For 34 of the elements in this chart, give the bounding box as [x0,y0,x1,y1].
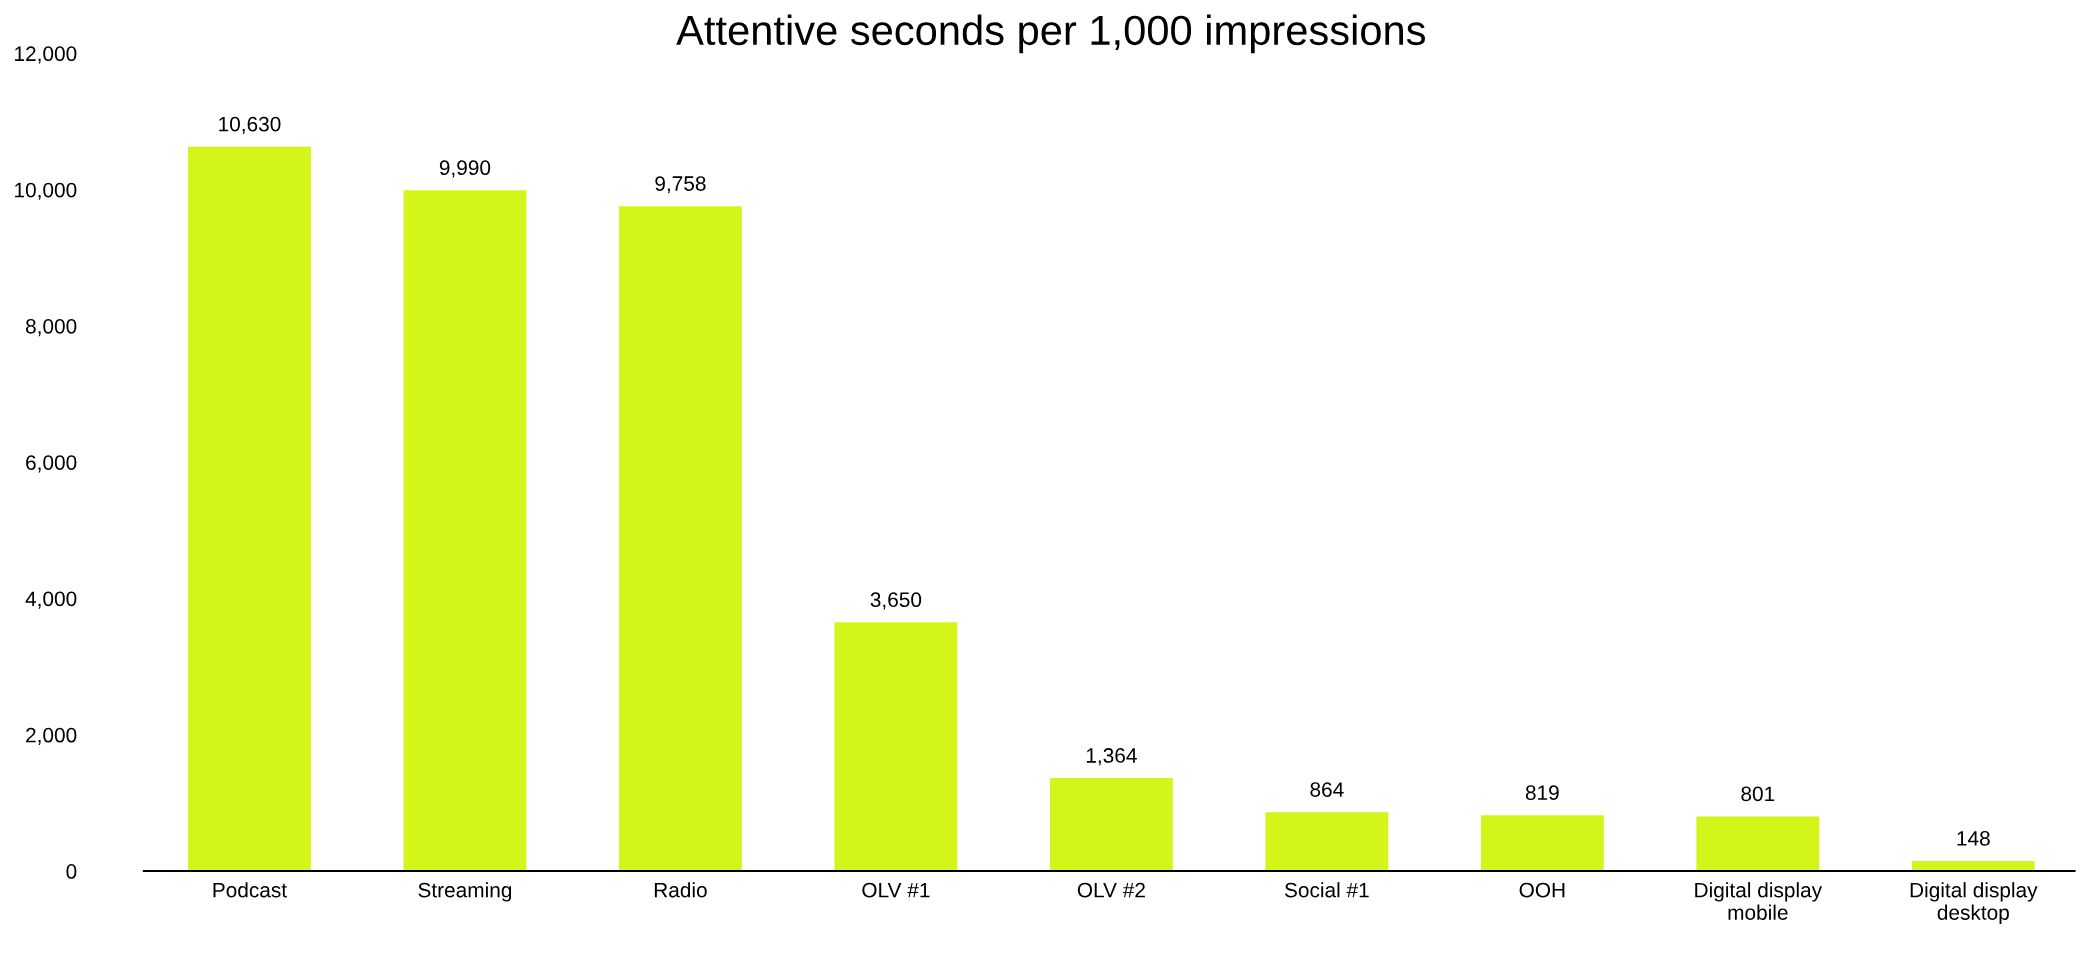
y-tick-label: 4,000 [25,591,77,609]
data-label: 864 [1310,782,1344,797]
data-label: 9,990 [439,160,491,178]
x-tick-label: Podcast [213,882,287,898]
bar [1696,816,1820,872]
data-label: 148 [1957,830,1990,846]
data-label: 10,630 [219,116,281,134]
y-tick-label: 10,000 [15,182,77,200]
y-tick-label: 2,000 [26,727,77,745]
data-label: 3,650 [870,592,922,610]
bar [834,622,958,872]
y-tick-label: 12,000 [15,46,77,64]
bar [1049,778,1173,872]
y-tick-label: 0 [66,864,77,879]
data-label: 1,364 [1086,748,1137,766]
bar [619,206,742,872]
data-label: 801 [1741,786,1775,802]
x-tick-label: OLV #2 [1077,882,1145,898]
bar [1480,815,1604,872]
x-tick-label: Streaming [418,882,512,902]
y-tick-label: 6,000 [26,455,77,473]
x-tick-label: Digital display desktop [1910,882,2038,925]
y-tick-label: 8,000 [25,318,77,337]
x-tick-label: Social #1 [1284,882,1369,898]
x-tick-label: OOH [1519,882,1565,898]
data-label: 9,758 [655,176,706,194]
bar [1265,812,1389,872]
bar [403,190,527,872]
data-label: 819 [1525,785,1559,801]
chart-title: Attentive seconds per 1,000 impressions [676,14,1426,54]
x-tick-label: Radio [654,882,707,898]
bar [188,146,311,872]
x-tick-label: Digital display mobile [1695,882,1823,920]
x-tick-label: OLV #1 [862,882,930,898]
